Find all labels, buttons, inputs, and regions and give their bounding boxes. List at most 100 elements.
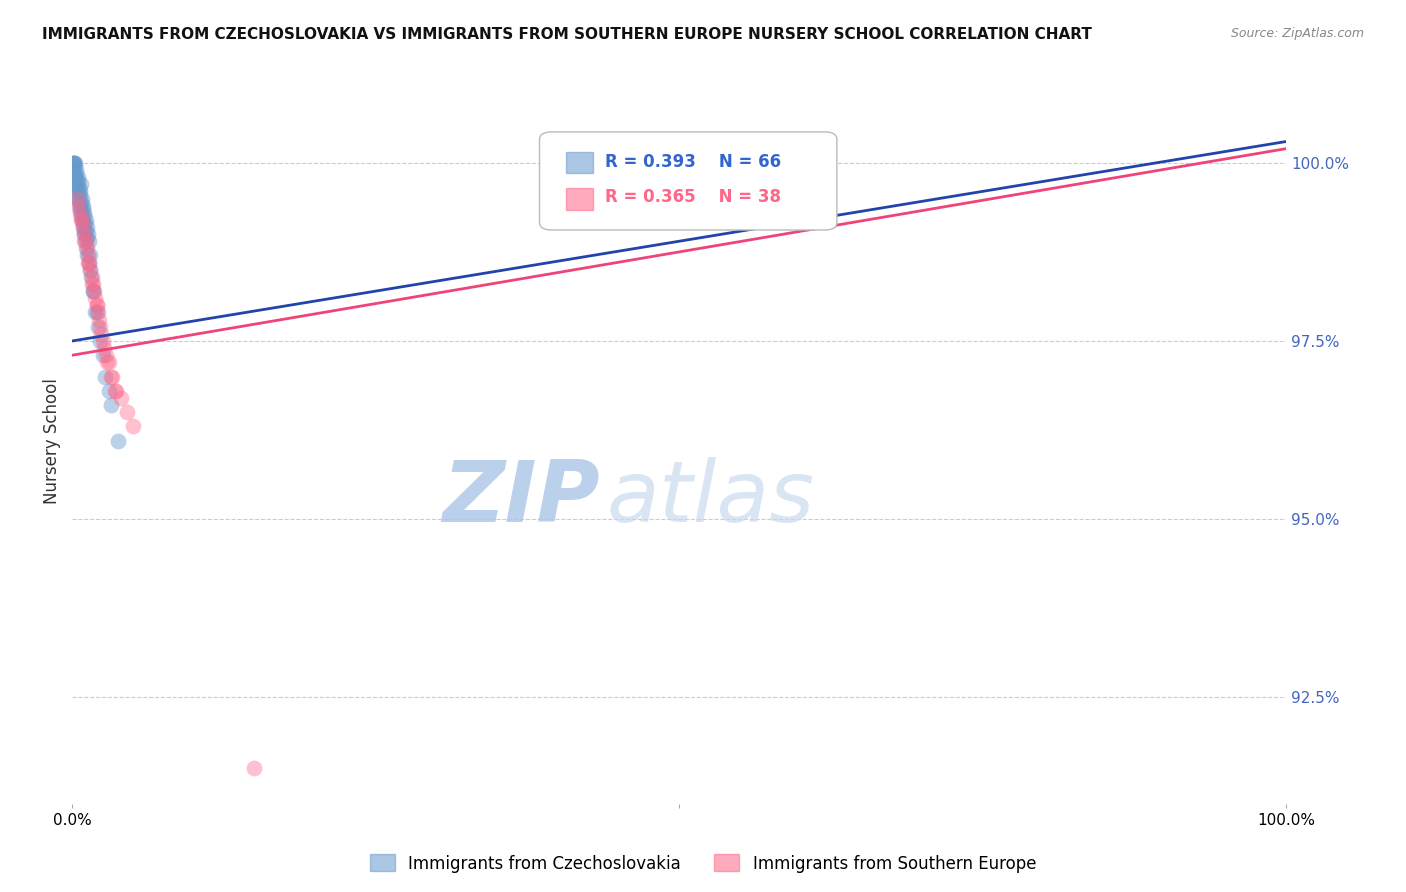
Point: [75, 213, 97, 227]
Text: IMMIGRANTS FROM CZECHOSLOVAKIA VS IMMIGRANTS FROM SOUTHERN EUROPE NURSERY SCHOOL: IMMIGRANTS FROM CZECHOSLOVAKIA VS IMMIGR…: [42, 27, 1092, 42]
Text: ZIP: ZIP: [443, 458, 600, 541]
Point: [122, 419, 145, 434]
Point: [79, 248, 101, 262]
Point: [75, 234, 97, 248]
Point: [75, 241, 97, 255]
Point: [97, 384, 120, 398]
Point: [77, 234, 100, 248]
Point: [84, 305, 107, 319]
Text: Source: ZipAtlas.com: Source: ZipAtlas.com: [1230, 27, 1364, 40]
Point: [86, 298, 108, 312]
Point: [73, 234, 96, 248]
Point: [77, 255, 100, 269]
Point: [76, 219, 98, 234]
Point: [86, 305, 108, 319]
Point: [66, 188, 89, 202]
Point: [96, 348, 118, 362]
Point: [62, 163, 84, 178]
Point: [69, 206, 91, 220]
Point: [69, 199, 91, 213]
Point: [87, 312, 110, 326]
Point: [104, 384, 127, 398]
Point: [62, 156, 84, 170]
Point: [69, 206, 91, 220]
Point: [67, 192, 90, 206]
Point: [107, 434, 129, 448]
Point: [73, 227, 96, 241]
Point: [72, 199, 94, 213]
Point: [79, 262, 101, 277]
Point: [75, 223, 97, 237]
Bar: [567, 188, 593, 210]
Point: [76, 248, 98, 262]
Point: [67, 170, 90, 185]
Point: [101, 369, 124, 384]
Point: [65, 178, 87, 192]
Point: [94, 369, 117, 384]
Point: [73, 210, 96, 224]
Point: [63, 167, 86, 181]
Point: [90, 326, 112, 341]
Point: [115, 405, 138, 419]
Point: [65, 163, 87, 178]
Point: [63, 170, 86, 185]
Point: [243, 761, 266, 775]
Bar: [567, 152, 593, 173]
Point: [84, 291, 107, 305]
Point: [76, 241, 98, 255]
Point: [72, 219, 94, 234]
Point: [69, 202, 91, 217]
Point: [66, 174, 89, 188]
Point: [77, 255, 100, 269]
Point: [66, 185, 89, 199]
Point: [67, 195, 90, 210]
Point: [100, 369, 122, 384]
Point: [62, 156, 84, 170]
Point: [72, 202, 94, 217]
Point: [70, 210, 93, 224]
Point: [87, 305, 110, 319]
Point: [73, 234, 96, 248]
Point: [69, 185, 91, 199]
Point: [70, 192, 93, 206]
Point: [70, 213, 93, 227]
Point: [65, 181, 87, 195]
Point: [83, 284, 105, 298]
Point: [73, 223, 96, 237]
Point: [110, 391, 132, 405]
Point: [73, 206, 96, 220]
FancyBboxPatch shape: [540, 132, 837, 230]
Point: [65, 167, 87, 181]
Point: [80, 277, 103, 291]
Point: [97, 355, 120, 369]
Point: [67, 199, 90, 213]
Point: [100, 398, 122, 412]
Point: [91, 334, 114, 348]
Point: [66, 192, 89, 206]
Point: [73, 227, 96, 241]
Point: [82, 277, 104, 291]
Point: [80, 269, 103, 284]
Point: [72, 217, 94, 231]
Point: [69, 178, 91, 192]
Point: [77, 248, 100, 262]
Point: [86, 298, 108, 312]
Point: [82, 284, 104, 298]
Point: [63, 156, 86, 170]
Point: [65, 174, 87, 188]
Point: [91, 348, 114, 362]
Point: [76, 230, 98, 244]
Text: R = 0.365    N = 38: R = 0.365 N = 38: [605, 188, 782, 206]
Point: [87, 319, 110, 334]
Point: [96, 355, 118, 369]
Point: [70, 213, 93, 227]
Point: [63, 156, 86, 170]
Point: [89, 334, 111, 348]
Point: [70, 195, 93, 210]
Point: [69, 188, 91, 202]
Point: [65, 160, 87, 174]
Point: [79, 262, 101, 277]
Text: atlas: atlas: [606, 458, 814, 541]
Point: [77, 227, 100, 241]
Point: [93, 341, 115, 355]
